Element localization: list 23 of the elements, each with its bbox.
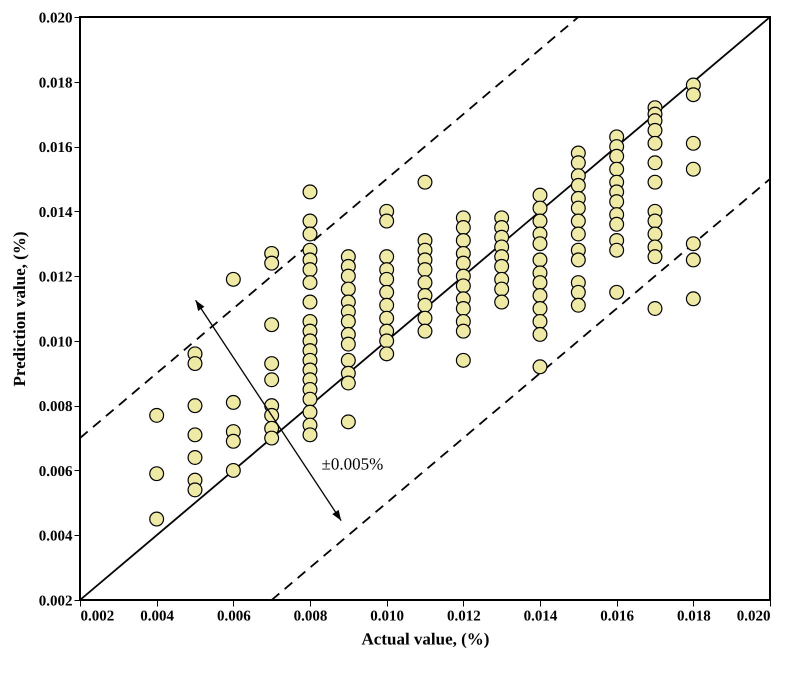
y-tick-label: 0.020 <box>38 10 72 26</box>
y-tick-label: 0.010 <box>38 334 72 350</box>
x-tick-label: 0.002 <box>80 608 114 624</box>
y-tick-label: 0.012 <box>38 270 72 286</box>
y-tick-label: 0.004 <box>38 528 73 545</box>
x-tick-label: 0.020 <box>736 608 770 624</box>
y-axis-title: Prediction value, (%) <box>10 231 29 387</box>
annotation: ±0.005% <box>322 454 384 474</box>
y-tick-label: 0.014 <box>38 204 73 221</box>
y-tick-label: 0.006 <box>38 464 73 480</box>
x-axis-title: Actual value, (%) <box>362 630 490 648</box>
x-tick-label: 0.018 <box>676 608 711 624</box>
y-tick-label: 0.008 <box>38 399 72 416</box>
x-tick-label: 0.012 <box>446 608 481 624</box>
x-tick-label: 0.010 <box>370 608 404 624</box>
y-tick-label: 0.002 <box>38 594 72 610</box>
y-tick-label: 0.016 <box>38 140 73 156</box>
x-tick-label: 0.014 <box>524 608 558 624</box>
y-tick-label: 0.018 <box>38 75 72 92</box>
x-tick-label: 0.006 <box>216 608 252 624</box>
x-tick-label: 0.016 <box>600 608 635 624</box>
x-tick-label: 0.004 <box>140 608 175 624</box>
x-tick-label: 0.008 <box>294 608 328 624</box>
